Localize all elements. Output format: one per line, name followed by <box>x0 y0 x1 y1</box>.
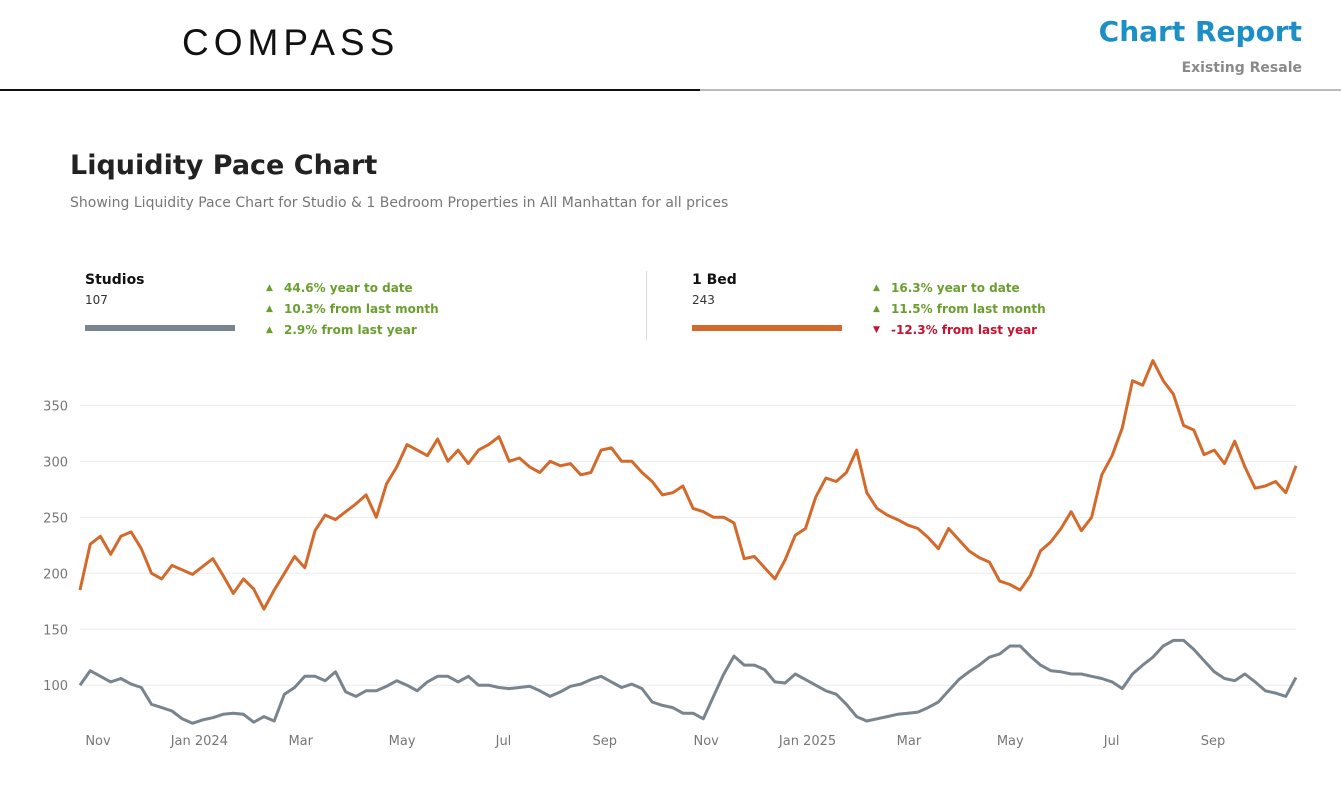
studios-stats: ▲ 44.6% year to date ▲ 10.3% from last m… <box>266 277 439 340</box>
stat-text: 2.9% from last year <box>284 322 417 337</box>
one-bed-stats: ▲ 16.3% year to date ▲ 11.5% from last m… <box>873 277 1046 340</box>
x-tick-label: May <box>997 734 1024 749</box>
legend-divider <box>646 271 647 340</box>
report-title: Chart Report <box>1098 15 1302 48</box>
legend-swatch <box>692 325 842 331</box>
legend-swatch <box>85 325 235 331</box>
stat-text: 16.3% year to date <box>891 280 1020 295</box>
legend-current-value: 107 <box>85 293 108 307</box>
stat-row: ▲ 16.3% year to date <box>873 277 1046 298</box>
x-tick-label: Nov <box>85 734 111 749</box>
stat-row: ▲ 10.3% from last month <box>266 298 439 319</box>
y-tick-label: 100 <box>43 679 68 694</box>
y-tick-label: 150 <box>43 623 68 638</box>
studios-series-line[interactable] <box>78 638 1298 725</box>
liquidity-line-chart[interactable]: 100 150 200 250 300 350 Nov Jan 2024 Mar May Jul S… <box>0 355 1341 791</box>
stat-row: ▼ -12.3% from last year <box>873 319 1046 340</box>
x-tick-label: Mar <box>897 734 922 749</box>
stat-text: 44.6% year to date <box>284 280 413 295</box>
x-tick-label: May <box>389 734 416 749</box>
arrow-up-icon: ▲ <box>266 282 273 293</box>
arrow-up-icon: ▲ <box>873 282 880 293</box>
page-title: Liquidity Pace Chart <box>70 150 378 181</box>
arrow-up-icon: ▲ <box>266 324 273 335</box>
stat-text: 10.3% from last month <box>284 301 439 316</box>
report-subtitle: Existing Resale <box>1181 60 1302 76</box>
x-tick-label: Jul <box>495 734 512 749</box>
x-tick-label: Jan 2024 <box>170 734 228 749</box>
stat-row: ▲ 11.5% from last month <box>873 298 1046 319</box>
stat-row: ▲ 44.6% year to date <box>266 277 439 298</box>
arrow-down-icon: ▼ <box>873 324 880 335</box>
x-tick-label: Jul <box>1103 734 1120 749</box>
stat-text: 11.5% from last month <box>891 301 1046 316</box>
compass-logo: COMPASS <box>182 22 400 63</box>
y-tick-label: 300 <box>43 455 68 470</box>
arrow-up-icon: ▲ <box>873 303 880 314</box>
report-header: COMPASS Chart Report Existing Resale <box>0 0 1341 92</box>
x-tick-label: Jan 2025 <box>778 734 836 749</box>
series-lines <box>78 359 1298 725</box>
legend-name: Studios <box>85 272 145 288</box>
x-tick-label: Nov <box>693 734 719 749</box>
page-subtitle: Showing Liquidity Pace Chart for Studio … <box>70 195 729 211</box>
x-axis-ticks: Nov Jan 2024 Mar May Jul Sep Nov Jan 2025 Mar May… <box>85 734 1225 749</box>
y-axis-ticks: 100 150 200 250 300 350 <box>43 399 68 694</box>
y-tick-label: 250 <box>43 511 68 526</box>
arrow-up-icon: ▲ <box>266 303 273 314</box>
x-tick-label: Mar <box>288 734 313 749</box>
one-bed-series-line[interactable] <box>78 359 1298 611</box>
stat-text: -12.3% from last year <box>891 322 1038 337</box>
y-tick-label: 200 <box>43 567 68 582</box>
stat-row: ▲ 2.9% from last year <box>266 319 439 340</box>
header-divider <box>0 89 1341 91</box>
x-tick-label: Sep <box>593 734 618 749</box>
legend-one-bed[interactable]: 1 Bed 243 <box>692 272 842 331</box>
legend-studios[interactable]: Studios 107 <box>85 272 235 331</box>
legend-current-value: 243 <box>692 293 715 307</box>
legend-name: 1 Bed <box>692 272 737 288</box>
x-tick-label: Sep <box>1201 734 1226 749</box>
y-tick-label: 350 <box>43 399 68 414</box>
